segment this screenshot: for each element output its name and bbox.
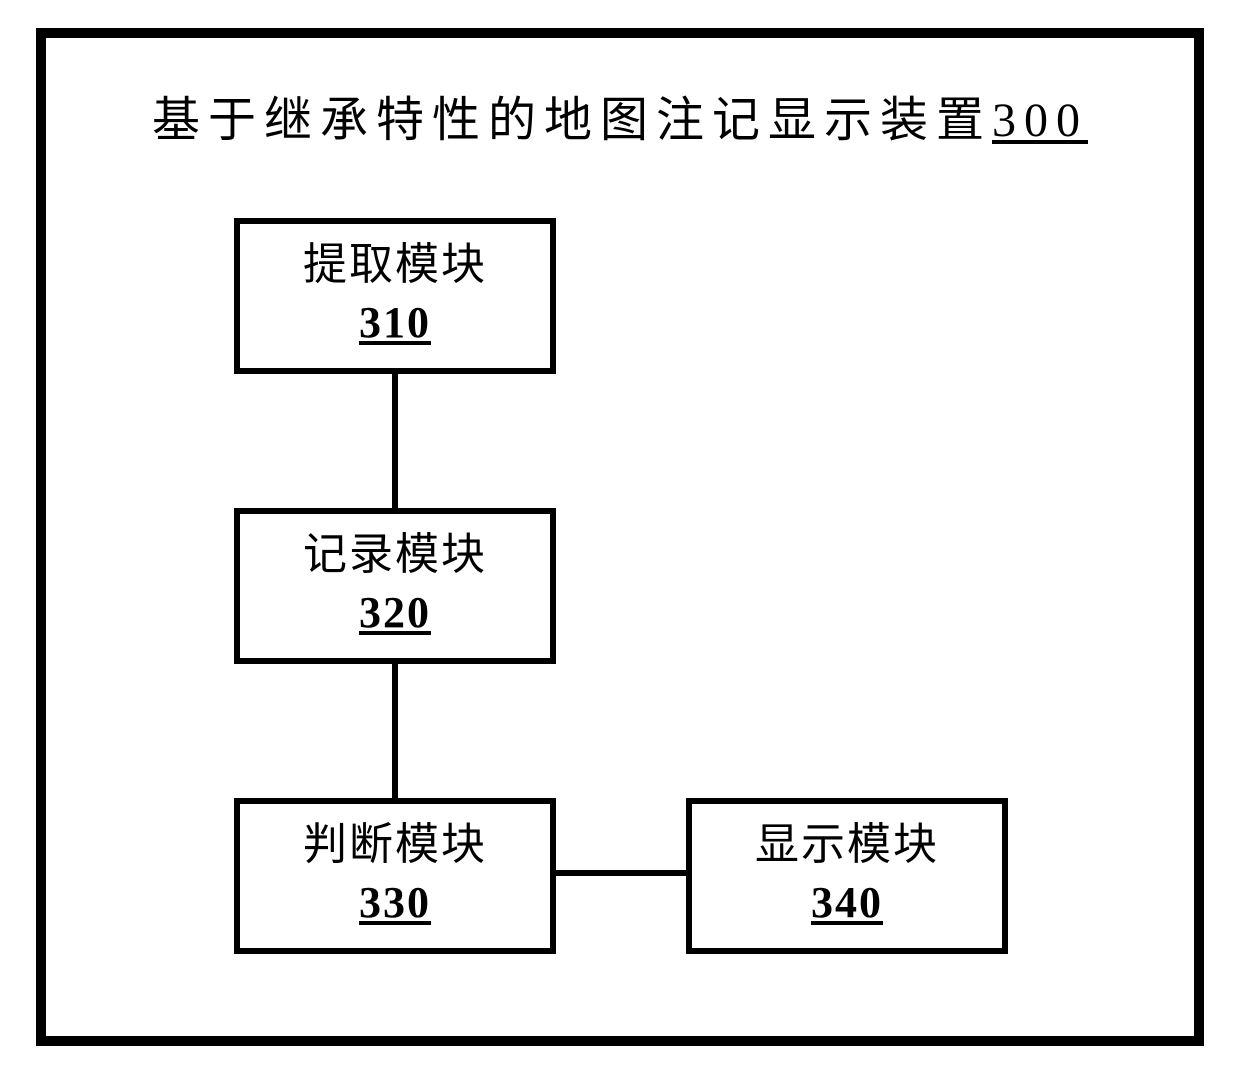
diagram-title-text: 基于继承特性的地图注记显示装置 [152, 94, 992, 147]
module-number: 320 [359, 582, 431, 644]
module-label: 判断模块 [303, 819, 487, 872]
edge-judge-display [556, 870, 686, 876]
module-number: 330 [359, 872, 431, 934]
module-judge: 判断模块 330 [234, 798, 556, 954]
module-display: 显示模块 340 [686, 798, 1008, 954]
module-extract: 提取模块 310 [234, 218, 556, 374]
diagram-title: 基于继承特性的地图注记显示装置300 [0, 80, 1240, 150]
module-number: 340 [811, 872, 883, 934]
module-number: 310 [359, 292, 431, 354]
diagram-frame [36, 28, 1204, 1046]
module-record: 记录模块 320 [234, 508, 556, 664]
edge-extract-record [392, 374, 398, 508]
module-label: 记录模块 [303, 529, 487, 582]
module-label: 提取模块 [303, 239, 487, 292]
diagram-title-number: 300 [992, 94, 1088, 147]
module-label: 显示模块 [755, 819, 939, 872]
edge-record-judge [392, 664, 398, 798]
